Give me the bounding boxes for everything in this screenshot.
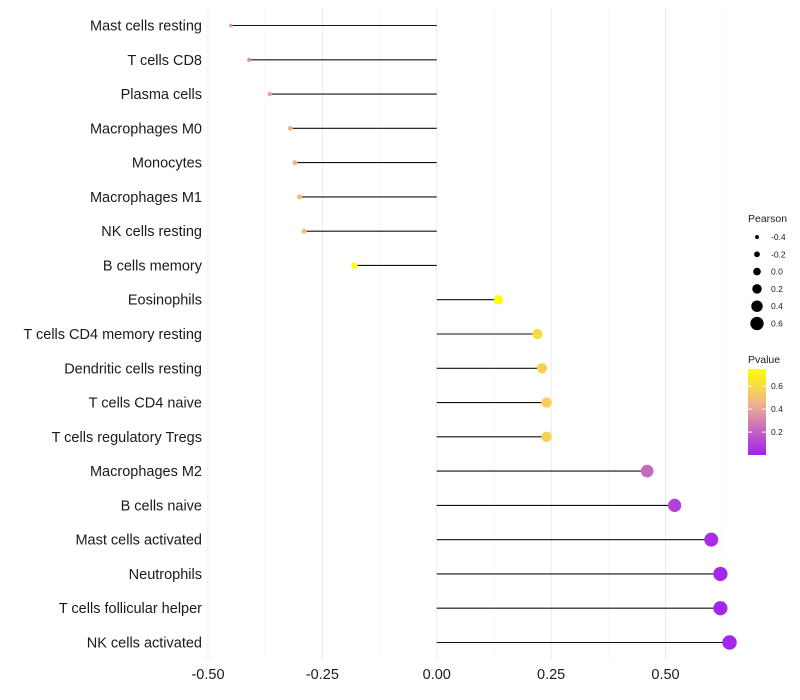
x-tick-labels: -0.50 -0.25 0.00 0.25 0.50 <box>191 667 679 683</box>
category-label: T cells regulatory Tregs <box>52 430 202 446</box>
color-legend-bar <box>748 369 766 455</box>
size-legend-key <box>755 235 759 239</box>
points-layer <box>229 23 737 650</box>
category-label: T cells CD4 naive <box>89 396 202 412</box>
color-legend-label: 0.4 <box>771 404 783 414</box>
size-legend-title: Pearson <box>748 213 787 225</box>
category-label: NK cells resting <box>101 224 202 240</box>
size-legend-key <box>752 284 762 294</box>
x-tick-label: 0.50 <box>651 667 679 683</box>
category-label: B cells memory <box>103 258 203 274</box>
x-tick-label: 0.00 <box>423 667 451 683</box>
color-legend-label: 0.2 <box>771 427 783 437</box>
size-legend-key <box>754 251 760 258</box>
point-5 <box>296 194 303 200</box>
point-10 <box>536 363 548 374</box>
point-6 <box>301 228 307 234</box>
color-legend-title: Pvalue <box>748 354 780 366</box>
category-label: Macrophages M2 <box>90 464 202 480</box>
category-label: Macrophages M0 <box>90 121 202 137</box>
size-legend-key <box>753 267 761 276</box>
point-17 <box>713 601 728 616</box>
size-legend-label: 0.6 <box>771 319 783 329</box>
x-tick-label: -0.50 <box>191 667 224 683</box>
point-8 <box>493 295 504 305</box>
size-legend-key <box>750 316 764 331</box>
category-label: Monocytes <box>132 156 202 172</box>
size-legend-label: 0.2 <box>771 284 783 294</box>
point-14 <box>668 498 682 512</box>
stems-layer <box>230 24 730 644</box>
point-7 <box>351 262 358 269</box>
point-16 <box>713 566 728 582</box>
point-1 <box>247 57 252 62</box>
point-11 <box>541 397 552 408</box>
x-tick-label: 0.25 <box>537 667 565 683</box>
point-15 <box>704 532 719 547</box>
category-label: T cells CD8 <box>127 53 202 69</box>
color-legend-label: 0.6 <box>771 381 783 391</box>
category-label: T cells follicular helper <box>59 601 202 617</box>
point-9 <box>532 328 543 340</box>
category-label: T cells CD4 memory resting <box>23 327 202 343</box>
point-2 <box>267 91 272 97</box>
size-legend-label: 0.0 <box>771 267 783 277</box>
point-3 <box>287 125 293 131</box>
size-legend-label: -0.2 <box>771 249 786 259</box>
category-label: Mast cells activated <box>75 533 202 549</box>
category-label: Macrophages M1 <box>90 190 202 206</box>
category-label: Eosinophils <box>128 293 202 309</box>
point-13 <box>640 464 654 478</box>
size-legend-key <box>751 300 763 312</box>
size-legend-label: -0.4 <box>771 232 786 242</box>
point-18 <box>722 635 737 650</box>
category-label: NK cells activated <box>87 636 202 652</box>
x-tick-label: -0.25 <box>306 667 339 683</box>
category-label: B cells naive <box>121 498 202 514</box>
point-4 <box>292 160 298 166</box>
category-label: Neutrophils <box>129 567 202 583</box>
size-legend-label: 0.4 <box>771 301 783 311</box>
category-labels: Mast cells resting T cells CD8 Plasma cell… <box>23 19 202 652</box>
legend: Pearson -0.4 -0.2 0.0 0.2 0.4 0.6 Pvalue 0.2 0.4 0… <box>748 213 787 455</box>
category-label: Dendritic cells resting <box>64 361 202 377</box>
point-12 <box>541 431 552 443</box>
category-label: Mast cells resting <box>90 19 202 35</box>
point-0 <box>229 23 233 28</box>
category-label: Plasma cells <box>121 87 202 103</box>
